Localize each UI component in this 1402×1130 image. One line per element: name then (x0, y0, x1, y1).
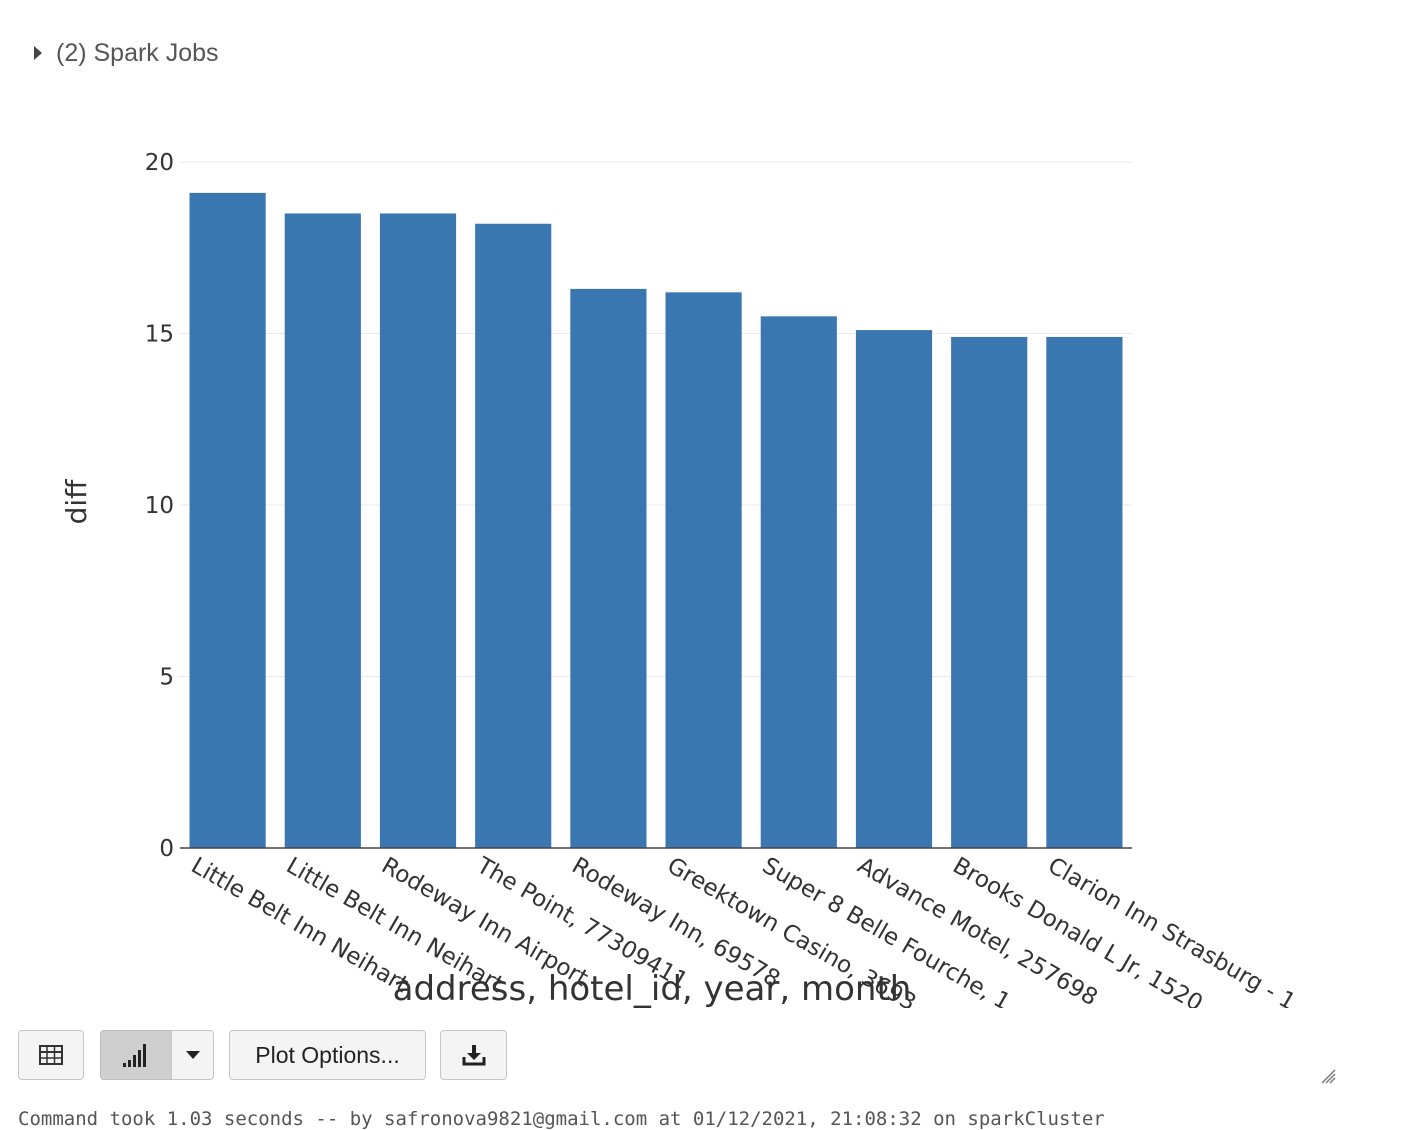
table-view-button[interactable] (18, 1030, 84, 1080)
caret-down-icon (185, 1051, 200, 1059)
resize-handle-icon[interactable] (1318, 1066, 1336, 1084)
bar[interactable] (1046, 336, 1123, 848)
spark-jobs-toggle[interactable]: (2) Spark Jobs (34, 38, 219, 68)
bar[interactable] (189, 192, 266, 848)
spark-jobs-label: (2) Spark Jobs (56, 38, 219, 67)
bar[interactable] (284, 213, 361, 848)
bar[interactable] (855, 330, 933, 848)
expand-caret-icon (34, 46, 42, 60)
bar[interactable] (570, 288, 647, 848)
bar[interactable] (760, 316, 837, 849)
bar-chart-icon (123, 1044, 146, 1067)
bar[interactable] (951, 336, 1028, 848)
y-tick-labels: 0 5 10 15 20 (145, 150, 174, 862)
plot-options-label: Plot Options... (255, 1041, 400, 1068)
bar[interactable] (665, 292, 742, 849)
y-tick-label: 10 (145, 493, 174, 519)
command-status-text: Command took 1.03 seconds -- by safronov… (18, 1108, 1105, 1130)
bar[interactable] (475, 223, 552, 849)
y-tick-label: 20 (145, 150, 174, 176)
table-icon (39, 1045, 63, 1065)
y-tick-label: 5 (159, 665, 174, 691)
y-tick-label: 15 (145, 322, 174, 348)
download-icon (462, 1045, 485, 1066)
y-axis-title: diff (60, 479, 93, 525)
download-button[interactable] (440, 1030, 507, 1080)
plot-options-button[interactable]: Plot Options... (229, 1030, 426, 1080)
bars (189, 192, 1123, 849)
y-tick-label: 0 (159, 836, 174, 862)
chart-type-dropdown-button[interactable] (171, 1030, 214, 1080)
bar[interactable] (379, 213, 457, 848)
x-axis-title: address, hotel_id, year, month (393, 969, 912, 1009)
chart-view-button[interactable] (100, 1030, 172, 1080)
